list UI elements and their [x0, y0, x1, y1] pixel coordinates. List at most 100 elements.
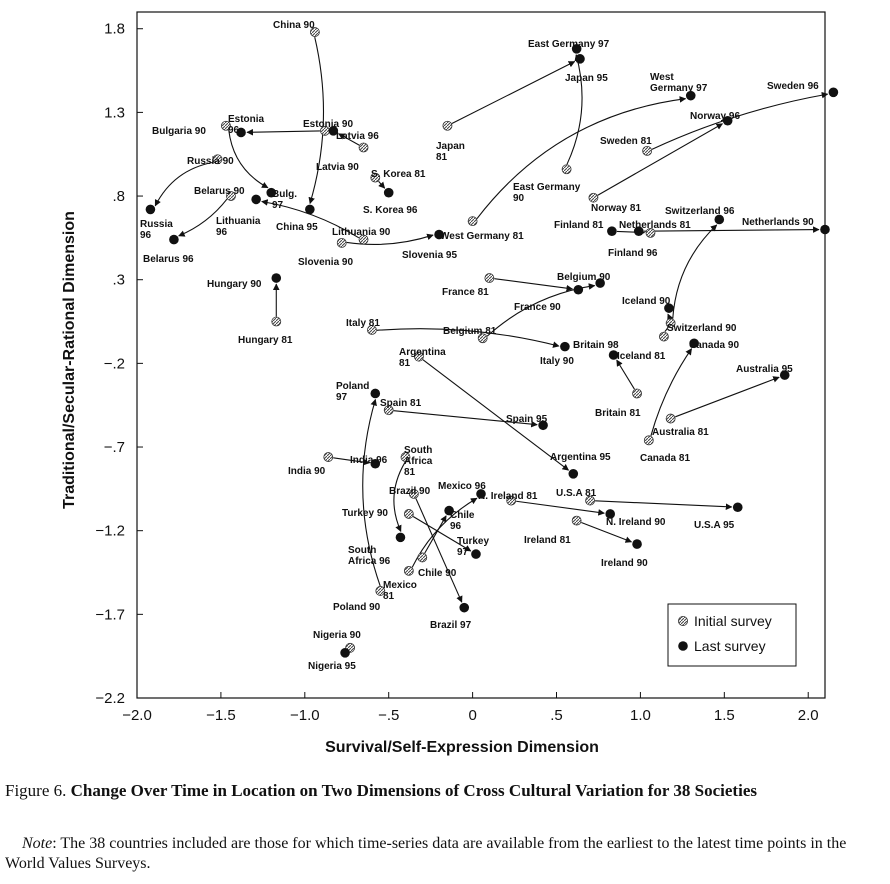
- initial-survey-point: [642, 145, 653, 156]
- initial-survey-point: [484, 273, 495, 283]
- change-arrow: [643, 226, 820, 233]
- figure-number: Figure 6.: [5, 781, 67, 800]
- point-label: Belgium 81: [443, 326, 497, 337]
- point-label: South: [404, 445, 432, 456]
- change-arrow: [451, 61, 576, 125]
- point-label: Canada 81: [640, 453, 690, 464]
- last-survey-point: [568, 468, 579, 479]
- change-arrow: [422, 359, 570, 471]
- last-survey-point: [459, 602, 470, 613]
- point-label: 81: [383, 591, 395, 602]
- point-label: Japan: [436, 141, 465, 152]
- last-survey-point: [714, 214, 725, 225]
- legend-label-initial: Initial survey: [694, 613, 772, 629]
- point-label: Poland: [336, 381, 369, 392]
- last-survey-point: [471, 549, 481, 559]
- last-survey-point: [605, 509, 616, 519]
- figure-note: Note: The 38 countries included are thos…: [5, 834, 885, 874]
- point-label: China 90: [273, 20, 315, 31]
- point-label: West: [650, 72, 674, 83]
- point-label: Finland 96: [608, 248, 658, 259]
- note-text: : The 38 countries included are those fo…: [5, 835, 847, 872]
- point-label: S. Korea 96: [363, 205, 418, 216]
- point-label: 81: [399, 358, 411, 369]
- x-tick-label: 2.0: [798, 707, 819, 724]
- point-label: Netherlands 90: [742, 217, 814, 228]
- initial-survey-point: [370, 172, 381, 183]
- point-label: Chile 90: [418, 568, 457, 579]
- last-survey-point: [685, 90, 696, 101]
- point-label: Iceland 81: [617, 351, 666, 362]
- x-tick-label: −.5: [378, 707, 399, 724]
- last-survey-point: [575, 54, 585, 64]
- initial-survey-point: [585, 495, 595, 506]
- initial-survey-point: [561, 164, 572, 175]
- last-survey-point: [608, 350, 619, 360]
- last-survey-point: [607, 226, 617, 236]
- point-label: Hungary 90: [207, 279, 262, 290]
- point-label: Italy 90: [540, 356, 574, 367]
- point-label: 97: [336, 392, 348, 403]
- last-survey-point: [633, 226, 644, 236]
- point-label: Estonia 90: [303, 119, 353, 130]
- last-survey-point: [236, 127, 246, 138]
- point-label: Australia 81: [652, 427, 709, 438]
- initial-survey-point: [477, 333, 488, 344]
- last-survey-point: [145, 204, 156, 215]
- initial-survey-point: [309, 27, 320, 37]
- y-tick-label: −.7: [104, 439, 125, 456]
- change-arrow: [178, 198, 228, 237]
- initial-survey-point: [358, 142, 369, 153]
- initial-survey-point: [467, 216, 478, 227]
- point-label: 97: [272, 200, 284, 211]
- last-survey-point: [305, 204, 315, 215]
- initial-survey-point: [643, 435, 654, 446]
- point-label: Africa 96: [348, 556, 391, 567]
- initial-survey-point: [400, 452, 411, 462]
- change-arrow: [261, 199, 360, 239]
- figure-caption: Figure 6. Change Over Time in Location o…: [5, 780, 885, 801]
- scatter-chart: −2.0 −1.5 −1.0 −.5 0 .5 1.0 1.5 2.0 1.8 1.3 .8 .3 −.…: [61, 11, 839, 756]
- point-label: East Germany 97: [528, 39, 610, 50]
- change-arrow: [228, 129, 269, 189]
- y-axis-title: Traditional/Secular-Rational Dimension: [61, 211, 78, 509]
- point-label: Sweden 81: [600, 136, 652, 147]
- initial-survey-point: [226, 191, 236, 201]
- figure-title: Change Over Time in Location on Two Dime…: [70, 781, 757, 800]
- initial-survey-point: [506, 495, 517, 506]
- y-tick-label: 1.8: [104, 21, 125, 38]
- point-label: Italy 81: [346, 318, 380, 329]
- point-label: Turkey: [457, 536, 489, 547]
- point-label: Latvia 96: [336, 131, 379, 142]
- point-label: India 90: [288, 466, 326, 477]
- y-tick-label: .3: [112, 272, 125, 289]
- last-survey-point: [266, 187, 277, 198]
- y-tick-label: 1.3: [104, 104, 125, 121]
- last-survey-point: [169, 234, 179, 245]
- x-tick-label: 0: [468, 707, 476, 724]
- initial-survey-point: [271, 316, 282, 327]
- change-arrow: [378, 181, 386, 189]
- initial-survey-point: [336, 237, 347, 248]
- last-survey-point: [560, 341, 570, 352]
- y-axis: 1.8 1.3 .8 .3 −.2 −.7 −1.2 −1.7 −2.2: [95, 21, 143, 707]
- point-label: U.S.A 81: [556, 488, 597, 499]
- point-label: Poland 90: [333, 602, 381, 613]
- initial-survey-point: [383, 405, 394, 416]
- point-label: Belarus 90: [194, 186, 245, 197]
- point-label: Brazil 97: [430, 620, 472, 631]
- initial-survey-point: [665, 413, 676, 424]
- initial-survey-point: [403, 565, 414, 576]
- change-arrow: [338, 133, 360, 146]
- last-survey-point: [395, 532, 406, 543]
- last-survey-point: [595, 278, 605, 288]
- change-arrow: [616, 359, 635, 390]
- legend-label-last: Last survey: [694, 638, 766, 654]
- point-label: Bulg.: [272, 189, 297, 200]
- point-label: 96: [140, 230, 152, 241]
- legend-box: [667, 603, 797, 667]
- change-arrows: [154, 36, 829, 656]
- point-label: 90: [513, 193, 525, 204]
- change-arrow: [675, 376, 780, 418]
